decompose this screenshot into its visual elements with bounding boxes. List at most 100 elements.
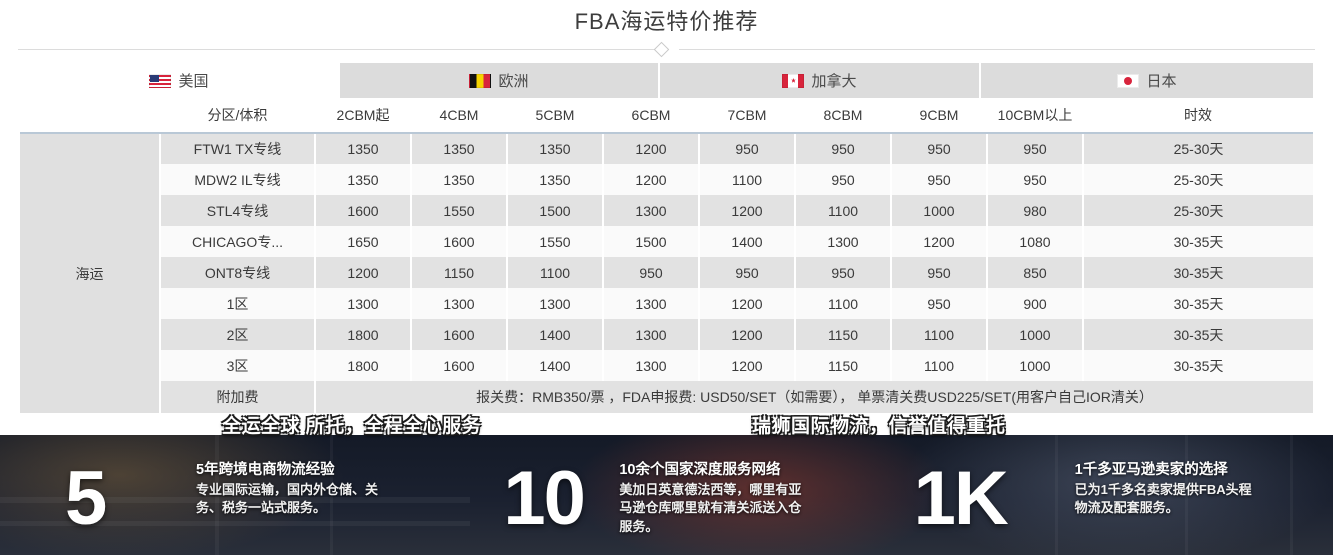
price-cell: 1200 [699,288,796,319]
dark-photo-section: 5 5年跨境电商物流经验 专业国际运输，国内外仓储、关务、税务一站式服务。 10… [0,435,1333,555]
price-cell: 1500 [603,226,700,257]
price-cell: 1300 [603,350,700,381]
price-cell: 950 [891,133,988,164]
price-cell: 1550 [411,195,508,226]
price-cell: 900 [987,288,1084,319]
eu-flag-icon [469,73,492,88]
price-cell: 1300 [603,288,700,319]
table-row[interactable]: 2区 1800 1600 1400 1300 1200 1150 1100 10… [20,319,1313,350]
price-cell: 1100 [699,164,796,195]
stat-title: 1千多亚马逊卖家的选择 [1074,462,1228,478]
stat-number: 5 [65,456,107,541]
header-6cbm: 6CBM [603,98,699,134]
photo-streak [0,497,470,503]
row-label: ONT8专线 [160,257,316,288]
table-row[interactable]: 3区 1800 1600 1400 1300 1200 1150 1100 10… [20,350,1313,381]
price-cell: 1100 [795,195,892,226]
price-cell: 1200 [699,350,796,381]
eta-cell: 30-35天 [1083,319,1313,350]
price-cell: 1000 [987,350,1084,381]
price-cell: 1350 [315,164,412,195]
price-cell: 1100 [795,288,892,319]
stat-body: 1千多亚马逊卖家的选择 已为1千多名卖家提供FBA头程物流及配套服务。 [1075,461,1258,518]
header-5cbm: 5CBM [507,98,603,134]
tab-us[interactable]: 美国 [20,63,340,98]
photo-bar [330,435,333,555]
stats-row: 5 5年跨境电商物流经验 专业国际运输，国内外仓储、关务、税务一站式服务。 10… [0,435,1333,555]
title-divider [0,41,1333,58]
table-row[interactable]: STL4专线 1600 1550 1500 1300 1200 1100 100… [20,195,1313,226]
price-cell: 1600 [411,350,508,381]
price-cell: 1200 [603,133,700,164]
price-cell: 950 [891,164,988,195]
row-label: 3区 [160,350,316,381]
photo-bar [215,435,219,555]
price-cell: 1500 [507,195,604,226]
price-cell: 1300 [603,195,700,226]
row-label: FTW1 TX专线 [160,133,316,164]
banner-slogan-left: 全运全球 所托，全程全心服务 [222,415,482,437]
price-cell: 1200 [315,257,412,288]
price-cell: 1800 [315,350,412,381]
tab-canada[interactable]: 加拿大 [660,63,981,98]
stat-title: 10余个国家深度服务网络 [619,462,781,478]
eta-cell: 30-35天 [1083,226,1313,257]
price-cell: 1600 [411,319,508,350]
row-label: CHICAGO专... [160,226,316,257]
tab-label-canada: 加拿大 [811,73,857,90]
jp-flag-icon [1117,73,1140,88]
stat-block: 1K 1千多亚马逊卖家的选择 已为1千多名卖家提供FBA头程物流及配套服务。 [889,435,1333,555]
stat-block: 10 10余个国家深度服务网络 美加日英意德法西等，哪里有亚马逊仓库哪里就有清关… [444,435,888,555]
stat-block: 5 5年跨境电商物流经验 专业国际运输，国内外仓储、关务、税务一站式服务。 [0,435,444,555]
header-2cbm: 2CBM起 [315,98,411,134]
stat-number: 10 [503,456,586,541]
price-cell: 850 [987,257,1084,288]
eta-cell: 25-30天 [1083,195,1313,226]
table-row[interactable]: MDW2 IL专线 1350 1350 1350 1200 1100 950 9… [20,164,1313,195]
price-cell: 1200 [699,195,796,226]
header-zone: 分区/体积 [160,98,315,134]
price-cell: 1000 [891,195,988,226]
stat-title: 5年跨境电商物流经验 [196,462,335,478]
divider-line-left [18,49,654,50]
tab-europe[interactable]: 欧洲 [340,63,660,98]
table-row[interactable]: 海运 FTW1 TX专线 1350 1350 1350 1200 950 950… [20,133,1313,413]
title-area: FBA海运特价推荐 [0,0,1333,60]
row-label: 2区 [160,319,316,350]
stat-desc: 美加日英意德法西等，哪里有亚马逊仓库哪里就有清关派送入仓服务。 [619,481,802,535]
banner-slogan-right: 瑞狮国际物流，信誉值得重托 [752,415,1006,437]
stat-desc: 专业国际运输，国内外仓储、关务、税务一站式服务。 [196,481,379,516]
stat-body: 5年跨境电商物流经验 专业国际运输，国内外仓储、关务、税务一站式服务。 [196,461,379,518]
header-9cbm: 9CBM [891,98,987,134]
price-cell: 1400 [507,319,604,350]
price-cell: 1300 [315,288,412,319]
price-cell: 1400 [507,350,604,381]
photo-streak [0,521,470,526]
stat-number: 1K [913,456,1009,541]
price-cell: 950 [891,288,988,319]
table-row[interactable]: 1区 1300 1300 1300 1300 1200 1100 950 900… [20,288,1313,319]
photo-bar [1185,435,1188,555]
header-eta: 时效 [1083,98,1313,134]
tab-japan[interactable]: 日本 [981,63,1313,98]
price-cell: 950 [699,133,796,164]
header-4cbm: 4CBM [411,98,507,134]
header-10cbm-plus: 10CBM以上 [987,98,1083,134]
price-cell: 1100 [891,350,988,381]
price-cell: 1350 [507,164,604,195]
photo-bar [1290,435,1293,555]
row-label: 1区 [160,288,316,319]
table-row[interactable]: CHICAGO专... 1650 1600 1550 1500 1400 130… [20,226,1313,257]
stat-desc: 已为1千多名卖家提供FBA头程物流及配套服务。 [1074,481,1252,516]
eta-cell: 25-30天 [1083,133,1313,164]
mode-label-haiyun: 海运 [20,133,161,413]
price-cell: 1300 [603,319,700,350]
tab-label-europe: 欧洲 [498,73,529,90]
table-row[interactable]: ONT8专线 1200 1150 1100 950 950 950 950 85… [20,257,1313,288]
price-cell: 1650 [315,226,412,257]
price-cell: 1550 [507,226,604,257]
price-cell: 950 [891,257,988,288]
surcharge-label: 附加费 [160,381,316,413]
price-cell: 950 [603,257,700,288]
price-cell: 1400 [699,226,796,257]
